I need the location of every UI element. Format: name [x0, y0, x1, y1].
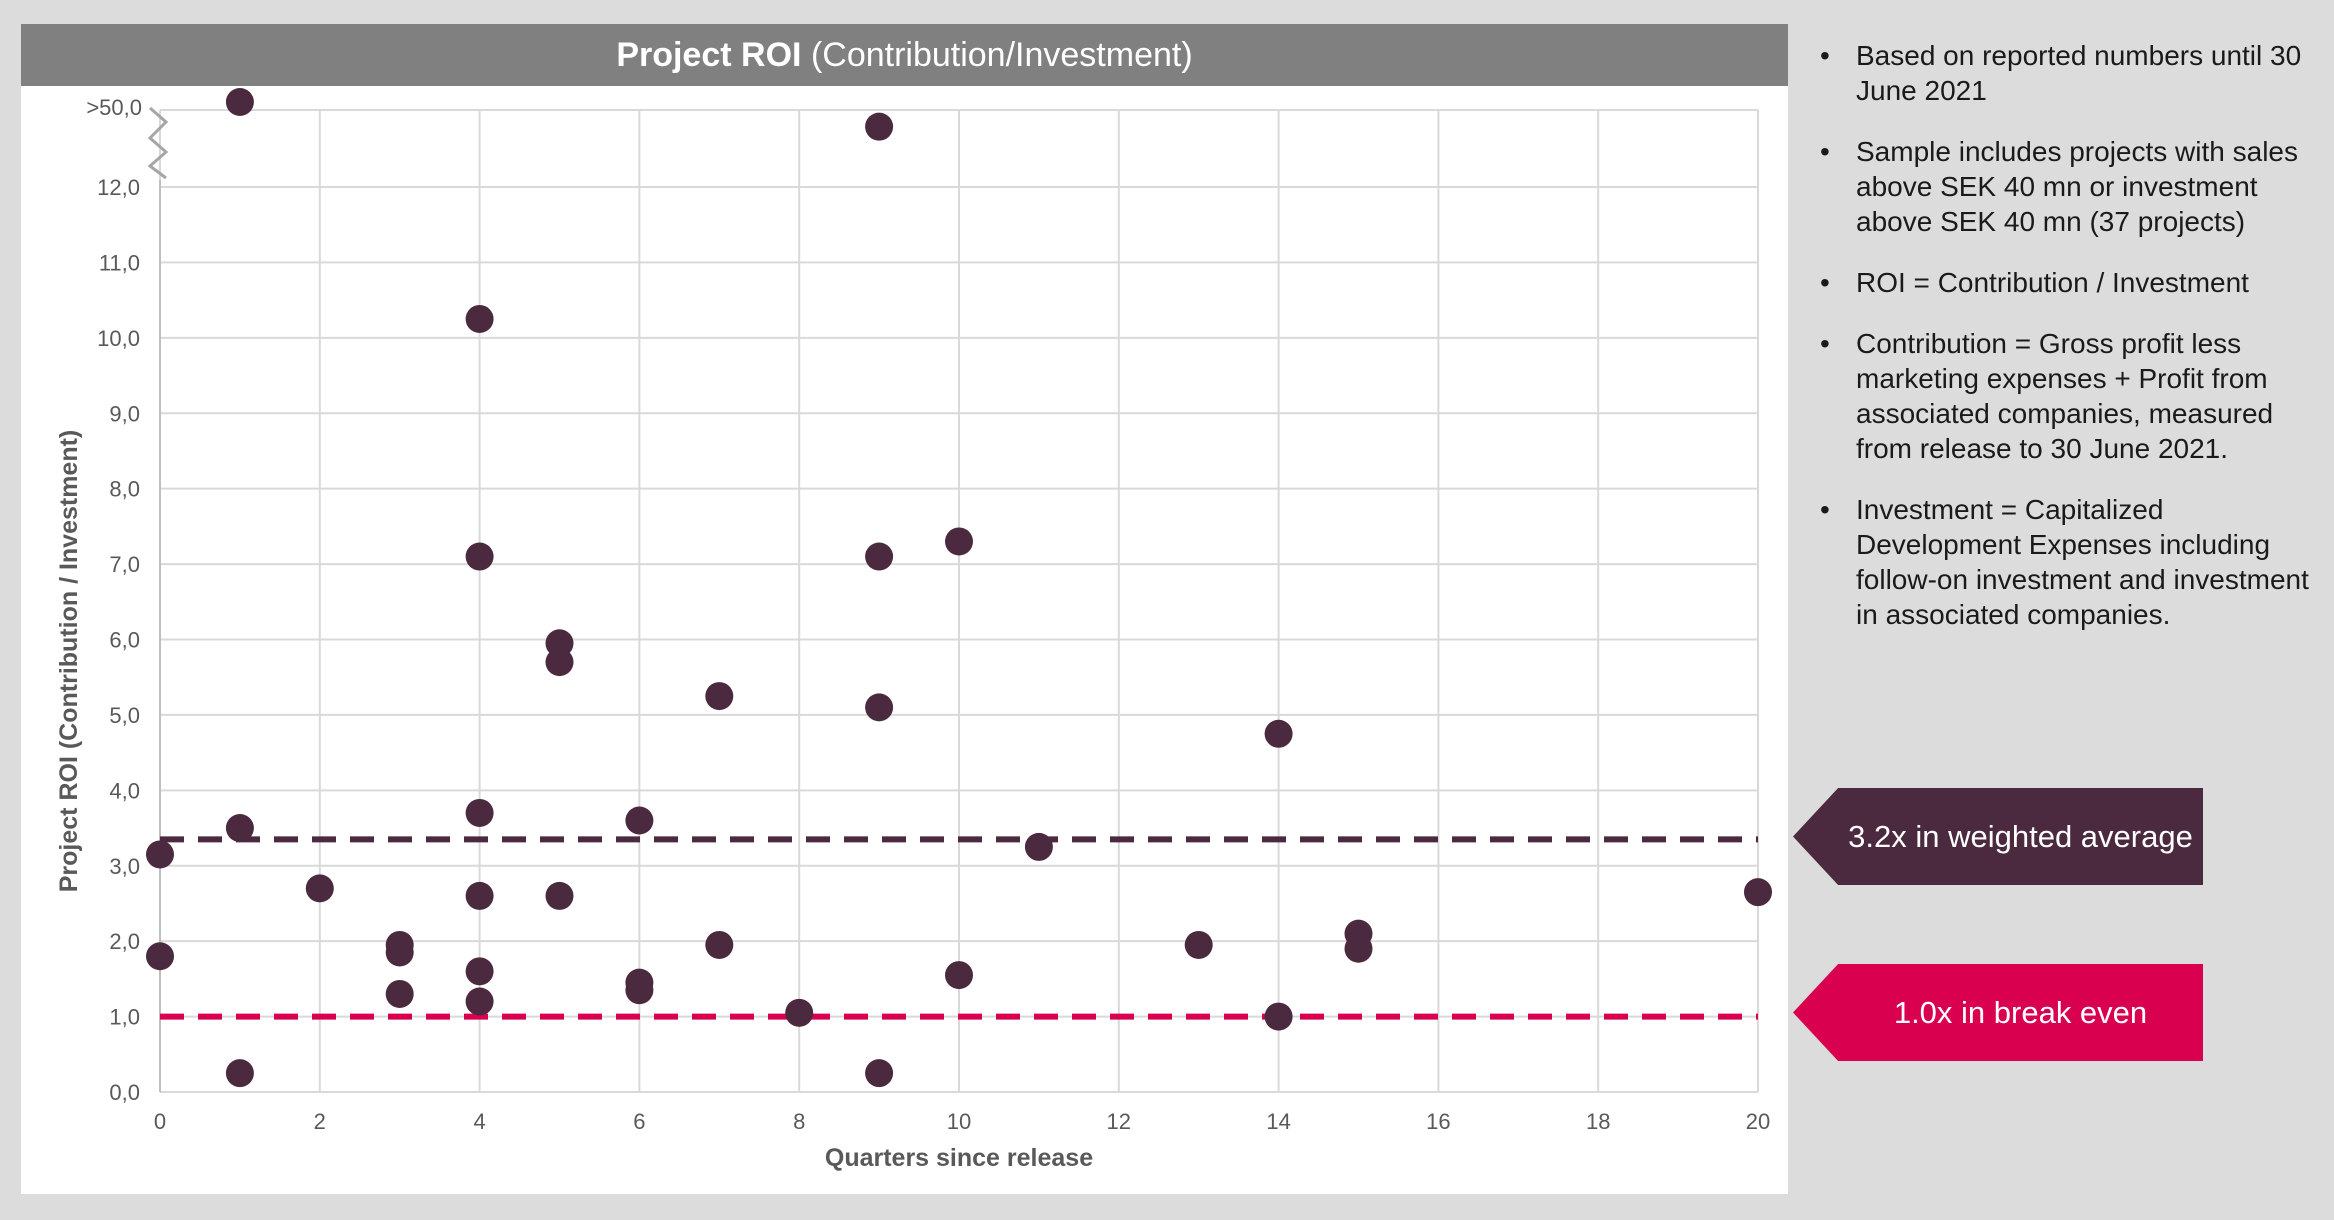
data-point — [705, 682, 734, 711]
y-tick-label: 11,0 — [99, 250, 140, 275]
y-tick-label: 10,0 — [97, 326, 140, 351]
data-point — [1024, 832, 1053, 861]
note-item: Based on reported numbers until 30 June … — [1820, 38, 2320, 108]
data-point — [465, 987, 494, 1016]
weighted-average-callout: 3.2x in weighted average — [1793, 788, 2203, 885]
chart-panel — [21, 24, 1788, 1194]
data-point — [225, 814, 254, 843]
data-point — [945, 527, 973, 556]
note-item: ROI = Contribution / Investment — [1820, 265, 2320, 300]
notes-list: Based on reported numbers until 30 June … — [1820, 38, 2320, 658]
x-tick-label: 14 — [1266, 1109, 1290, 1134]
data-point — [785, 998, 814, 1027]
axis-break-label: >50,0 — [86, 95, 142, 120]
chart-title: Project ROI (Contribution/Investment) — [21, 24, 1788, 86]
data-point — [465, 881, 494, 910]
y-tick-label: 3,0 — [109, 854, 140, 879]
data-point — [865, 542, 894, 571]
data-point — [865, 693, 894, 722]
y-tick-label: 0,0 — [109, 1080, 140, 1105]
note-item: Investment = Capitalized Development Exp… — [1820, 492, 2320, 632]
y-tick-label: 9,0 — [109, 401, 140, 426]
x-tick-label: 16 — [1426, 1109, 1450, 1134]
x-axis-ticks: 0 2 4 6 8 10 12 14 16 18 20 — [154, 1109, 1770, 1134]
y-tick-label: 2,0 — [109, 929, 140, 954]
data-point — [465, 798, 494, 827]
data-point — [705, 930, 734, 959]
x-tick-label: 0 — [154, 1109, 166, 1134]
data-point — [465, 542, 494, 571]
data-point — [545, 881, 574, 910]
y-tick-label: 1,0 — [109, 1005, 140, 1030]
y-tick-label: 5,0 — [109, 703, 140, 728]
x-tick-label: 6 — [633, 1109, 645, 1134]
data-point — [1184, 930, 1213, 959]
data-point — [225, 88, 254, 116]
data-point — [865, 112, 894, 141]
x-tick-label: 12 — [1107, 1109, 1131, 1134]
data-point — [865, 1059, 894, 1088]
x-axis-label: Quarters since release — [825, 1144, 1093, 1172]
x-tick-label: 4 — [473, 1109, 485, 1134]
data-point — [1264, 719, 1293, 748]
axis-break-icon — [147, 106, 169, 180]
data-point — [625, 976, 654, 1005]
y-tick-label: 6,0 — [109, 628, 140, 653]
x-tick-label: 20 — [1746, 1109, 1770, 1134]
y-tick-label: 12,0 — [97, 175, 140, 200]
note-item: Sample includes projects with sales abov… — [1820, 134, 2320, 239]
reference-lines — [160, 836, 1758, 1020]
data-point — [385, 979, 414, 1008]
chart-title-bold: Project ROI — [616, 35, 802, 74]
data-point — [146, 942, 174, 971]
data-point — [1264, 1002, 1293, 1031]
x-tick-label: 8 — [793, 1109, 805, 1134]
data-point — [225, 1059, 254, 1088]
data-point — [465, 957, 494, 986]
x-tick-label: 10 — [947, 1109, 971, 1134]
data-point — [305, 874, 334, 903]
data-point — [1344, 934, 1373, 963]
data-point — [545, 648, 574, 677]
note-item: Contribution = Gross profit less marketi… — [1820, 326, 2320, 466]
data-point — [146, 840, 174, 869]
y-tick-label: 4,0 — [109, 778, 140, 803]
data-point — [1744, 878, 1772, 907]
y-axis-label: Project ROI (Contribution / Investment) — [55, 430, 83, 893]
x-tick-label: 18 — [1586, 1109, 1610, 1134]
data-points — [146, 88, 1772, 1088]
data-point — [625, 806, 654, 835]
y-tick-label: 8,0 — [109, 477, 140, 502]
y-axis-ticks: 0,0 1,0 2,0 3,0 4,0 5,0 6,0 7,0 8,0 9,0 10,0 11,0 12… — [97, 175, 140, 1105]
data-point — [945, 961, 973, 990]
y-tick-label: 7,0 — [109, 552, 140, 577]
x-tick-label: 2 — [314, 1109, 326, 1134]
data-point — [385, 938, 414, 967]
data-point — [465, 304, 494, 333]
break-even-callout: 1.0x in break even — [1793, 964, 2203, 1061]
chart-title-rest: (Contribution/Investment) — [810, 35, 1193, 74]
